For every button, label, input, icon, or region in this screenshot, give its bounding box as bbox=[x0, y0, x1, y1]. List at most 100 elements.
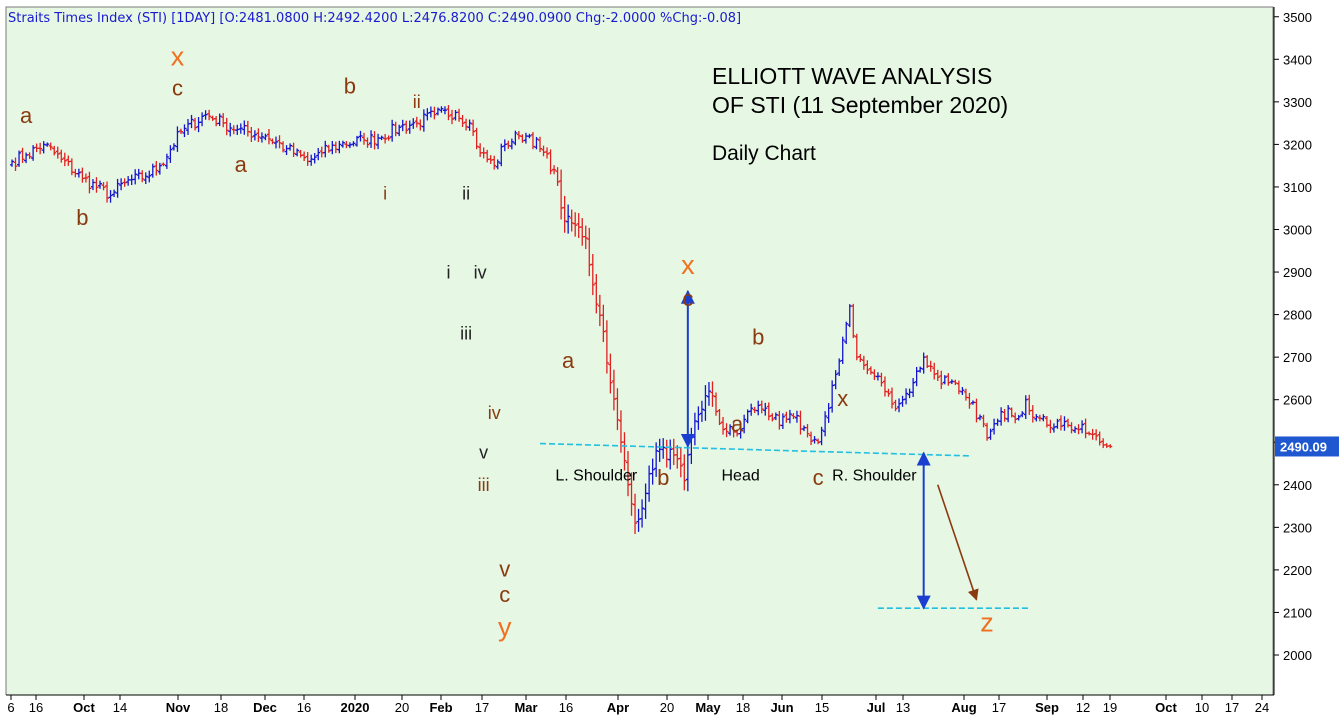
ohlc-bar bbox=[200, 112, 205, 127]
ohlc-bar bbox=[569, 209, 574, 232]
wave-label: v bbox=[479, 442, 488, 462]
x-tick-label: 10 bbox=[1195, 700, 1209, 715]
ohlc-bar bbox=[143, 172, 148, 185]
ohlc-bar bbox=[939, 370, 944, 390]
chart-subtitle: Daily Chart bbox=[712, 142, 816, 165]
ohlc-bar bbox=[960, 387, 965, 396]
pattern-label: Head bbox=[722, 468, 760, 485]
ohlc-bar bbox=[27, 152, 32, 159]
ohlc-bar bbox=[696, 406, 701, 430]
ohlc-bar bbox=[55, 146, 60, 159]
ohlc-bar bbox=[640, 499, 645, 528]
ohlc-bar bbox=[147, 170, 152, 183]
x-tick-label: 16 bbox=[29, 700, 43, 715]
chart-title-line2: OF STI (11 September 2020) bbox=[712, 92, 1008, 118]
ohlc-bar bbox=[256, 128, 261, 143]
x-tick-label: May bbox=[695, 700, 721, 715]
ohlc-bar bbox=[435, 107, 440, 116]
pattern-label: L. Shoulder bbox=[555, 468, 638, 485]
ohlc-bar bbox=[393, 121, 398, 137]
ohlc-bar bbox=[10, 159, 14, 167]
x-tick-label: 20 bbox=[660, 700, 674, 715]
ohlc-bar bbox=[1048, 419, 1053, 434]
ohlc-bar bbox=[112, 189, 117, 197]
ohlc-bar bbox=[840, 336, 845, 365]
wave-label: a bbox=[235, 152, 248, 177]
ohlc-bar bbox=[407, 120, 412, 134]
ohlc-bar bbox=[224, 117, 229, 136]
ohlc-bar bbox=[274, 136, 278, 149]
x-tick-label: 17 bbox=[475, 700, 489, 715]
ohlc-bar bbox=[98, 180, 102, 189]
ohlc-bar bbox=[492, 155, 497, 170]
ohlc-bar bbox=[182, 124, 187, 138]
ohlc-bar bbox=[918, 366, 923, 373]
ohlc-bar bbox=[13, 157, 18, 172]
ohlc-bar bbox=[583, 225, 588, 250]
ohlc-bar bbox=[770, 413, 775, 422]
ohlc-bar bbox=[566, 204, 571, 234]
wave-label: a bbox=[20, 103, 33, 128]
wave-label: c bbox=[813, 465, 824, 490]
x-tick-label: 6 bbox=[7, 700, 14, 715]
ohlc-bar bbox=[171, 143, 176, 151]
ohlc-bar bbox=[928, 360, 933, 372]
ohlc-bar bbox=[530, 131, 535, 150]
ohlc-bar bbox=[594, 274, 599, 314]
ohlc-bar bbox=[780, 413, 785, 429]
ohlc-bar bbox=[1080, 420, 1085, 434]
ohlc-bar bbox=[259, 132, 264, 143]
wave-label: y bbox=[498, 612, 512, 642]
ohlc-bar bbox=[706, 382, 711, 406]
ohlc-bar bbox=[590, 254, 595, 296]
ohlc-bar bbox=[1069, 422, 1074, 434]
y-tick-label: 2000 bbox=[1283, 648, 1312, 663]
x-tick-label: Aug bbox=[951, 700, 976, 715]
wave-label: a bbox=[731, 412, 744, 437]
ohlc-bar bbox=[189, 114, 194, 129]
y-tick-label: 2800 bbox=[1283, 308, 1312, 323]
ohlc-bar bbox=[981, 414, 986, 428]
ohlc-bar bbox=[386, 135, 391, 141]
ohlc-bar bbox=[879, 372, 884, 387]
ohlc-bar bbox=[967, 392, 972, 409]
ohlc-bar bbox=[893, 399, 898, 412]
ohlc-bar bbox=[728, 424, 733, 436]
last-price-value: 2490.09 bbox=[1280, 439, 1327, 454]
ohlc-bar bbox=[351, 141, 356, 147]
ohlc-bar bbox=[555, 167, 560, 186]
ohlc-bar bbox=[1030, 405, 1035, 423]
ohlc-bar bbox=[281, 141, 286, 153]
ohlc-bar bbox=[133, 169, 138, 185]
ohlc-bar bbox=[414, 116, 419, 128]
ohlc-bar bbox=[249, 126, 254, 142]
wave-label: iii bbox=[460, 323, 472, 343]
ohlc-bar bbox=[819, 426, 824, 446]
wave-label: x bbox=[681, 250, 695, 280]
wave-label: iv bbox=[474, 262, 487, 282]
ohlc-bar bbox=[421, 109, 426, 132]
ohlc-bar bbox=[365, 137, 370, 148]
ohlc-bar bbox=[890, 387, 894, 409]
y-tick-label: 2300 bbox=[1283, 520, 1312, 535]
ohlc-bar bbox=[467, 119, 472, 131]
ohlc-bar bbox=[573, 212, 578, 237]
ohlc-bar bbox=[509, 138, 514, 150]
ohlc-bar bbox=[76, 168, 81, 178]
x-tick-label: 2020 bbox=[341, 700, 370, 715]
ohlc-bars bbox=[10, 105, 1113, 535]
wave-label: b bbox=[752, 324, 764, 349]
ohlc-bar bbox=[439, 106, 444, 113]
ohlc-bar bbox=[404, 120, 409, 134]
ohlc-bar bbox=[1016, 414, 1021, 421]
ohlc-bar bbox=[527, 133, 532, 139]
ohlc-bar bbox=[710, 381, 715, 407]
ohlc-bar bbox=[714, 392, 718, 416]
ohlc-bar bbox=[946, 373, 951, 386]
x-tick-label: 17 bbox=[1225, 700, 1239, 715]
wave-label: iv bbox=[488, 403, 501, 423]
wave-label: v bbox=[499, 556, 510, 581]
ohlc-bar bbox=[326, 144, 331, 153]
ohlc-bar bbox=[805, 424, 810, 438]
ohlc-bar bbox=[52, 145, 57, 156]
